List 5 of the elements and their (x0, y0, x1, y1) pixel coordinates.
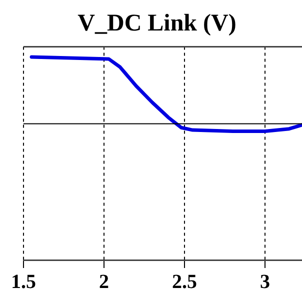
chart-title: V_DC Link (V) (78, 10, 236, 37)
x-tick-label: 2.5 (172, 271, 197, 294)
x-tick-label: 1.5 (11, 271, 36, 294)
x-tick-label: 3 (260, 271, 270, 294)
x-tick-label: 2 (98, 271, 109, 294)
